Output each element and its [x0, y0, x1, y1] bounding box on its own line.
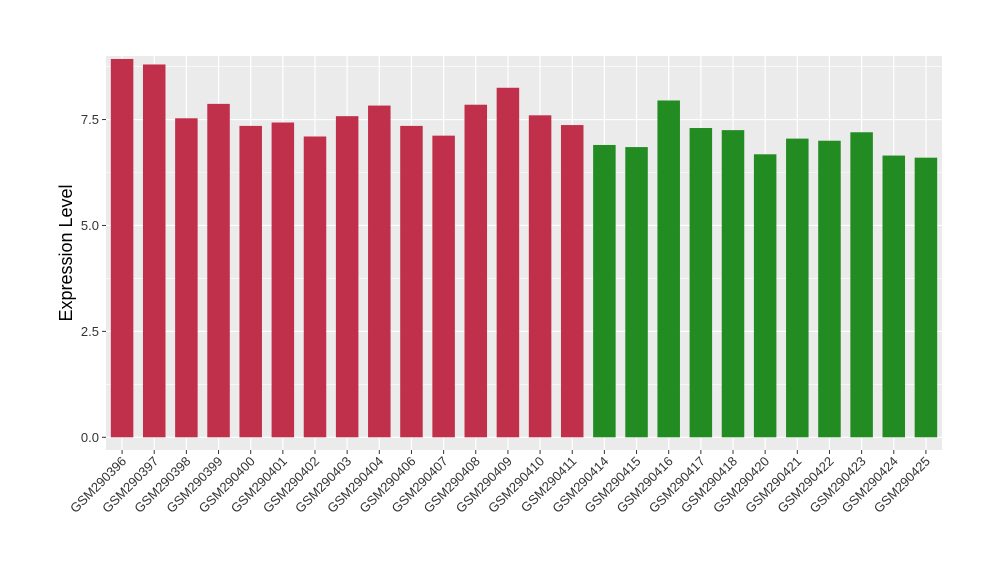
bar-GSM290401 [271, 122, 295, 438]
plot-panel [106, 56, 942, 450]
bar-GSM290398 [175, 118, 198, 438]
bar-GSM290416 [657, 100, 680, 438]
y-axis-title: Expression Level [56, 184, 76, 321]
bar-GSM290404 [368, 105, 391, 438]
bar-GSM290421 [786, 138, 809, 438]
y-tick-label: 2.5 [81, 324, 99, 339]
bar-GSM290407 [432, 135, 455, 438]
bar-GSM290397 [142, 64, 166, 438]
bar-GSM290418 [721, 130, 745, 438]
y-axis: 0.0 2.5 5.0 7.5 [81, 112, 106, 445]
y-tick-label: 7.5 [81, 112, 99, 127]
bar-GSM290417 [689, 128, 713, 438]
bar-GSM290420 [753, 154, 777, 438]
y-tick-label: 0.0 [81, 430, 99, 445]
bar-GSM290403 [335, 116, 359, 438]
bar-GSM290425 [914, 157, 938, 438]
bar-GSM290402 [303, 136, 327, 438]
bar-GSM290415 [625, 147, 648, 438]
x-axis: GSM290396GSM290397GSM290398GSM290399GSM2… [67, 450, 933, 516]
bar-GSM290423 [850, 132, 873, 438]
bar-GSM290424 [882, 155, 906, 438]
bar-GSM290409 [496, 87, 520, 438]
y-tick-label: 5.0 [81, 218, 99, 233]
bar-GSM290396 [110, 58, 134, 438]
bar-GSM290414 [593, 144, 616, 438]
bar-GSM290400 [239, 125, 262, 438]
bar-GSM290410 [528, 115, 552, 438]
bar-GSM290422 [818, 140, 841, 438]
bar-GSM290408 [464, 104, 488, 438]
bar-GSM290406 [400, 125, 423, 438]
bar-GSM290411 [560, 125, 584, 438]
bar-GSM290399 [207, 103, 230, 438]
bars [110, 58, 938, 438]
